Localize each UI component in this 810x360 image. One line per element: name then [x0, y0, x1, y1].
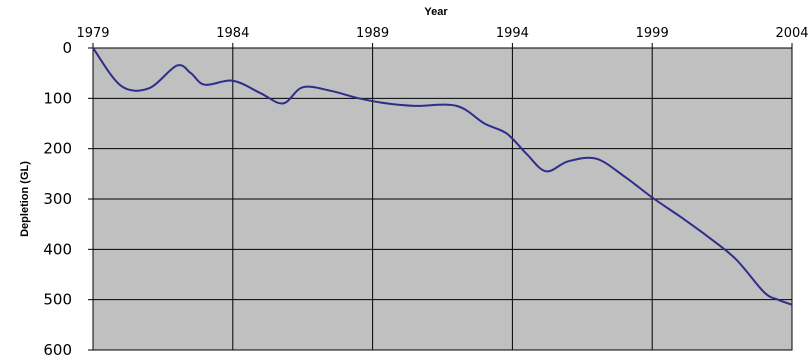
y-tick-label: 100	[43, 89, 72, 107]
x-tick-label: 1994	[496, 26, 529, 41]
y-tick-label: 400	[43, 240, 72, 258]
x-axis-title: Year	[424, 6, 448, 18]
x-tick-label: 2004	[775, 26, 808, 41]
depletion-series-line	[92, 47, 793, 306]
plot-layer	[88, 43, 793, 351]
x-tick-label: 1989	[356, 26, 389, 41]
y-tick-label: 0	[62, 39, 72, 57]
y-tick-label: 500	[43, 291, 72, 309]
y-tick-label: 600	[43, 341, 72, 359]
x-tick-label: 1984	[216, 26, 249, 41]
y-axis-title: Depletion (GL)	[19, 161, 31, 237]
y-tick-label: 300	[43, 190, 72, 208]
x-tick-label: 1999	[636, 26, 669, 41]
y-tick-label: 200	[43, 140, 72, 158]
x-tick-label: 1979	[76, 26, 109, 41]
